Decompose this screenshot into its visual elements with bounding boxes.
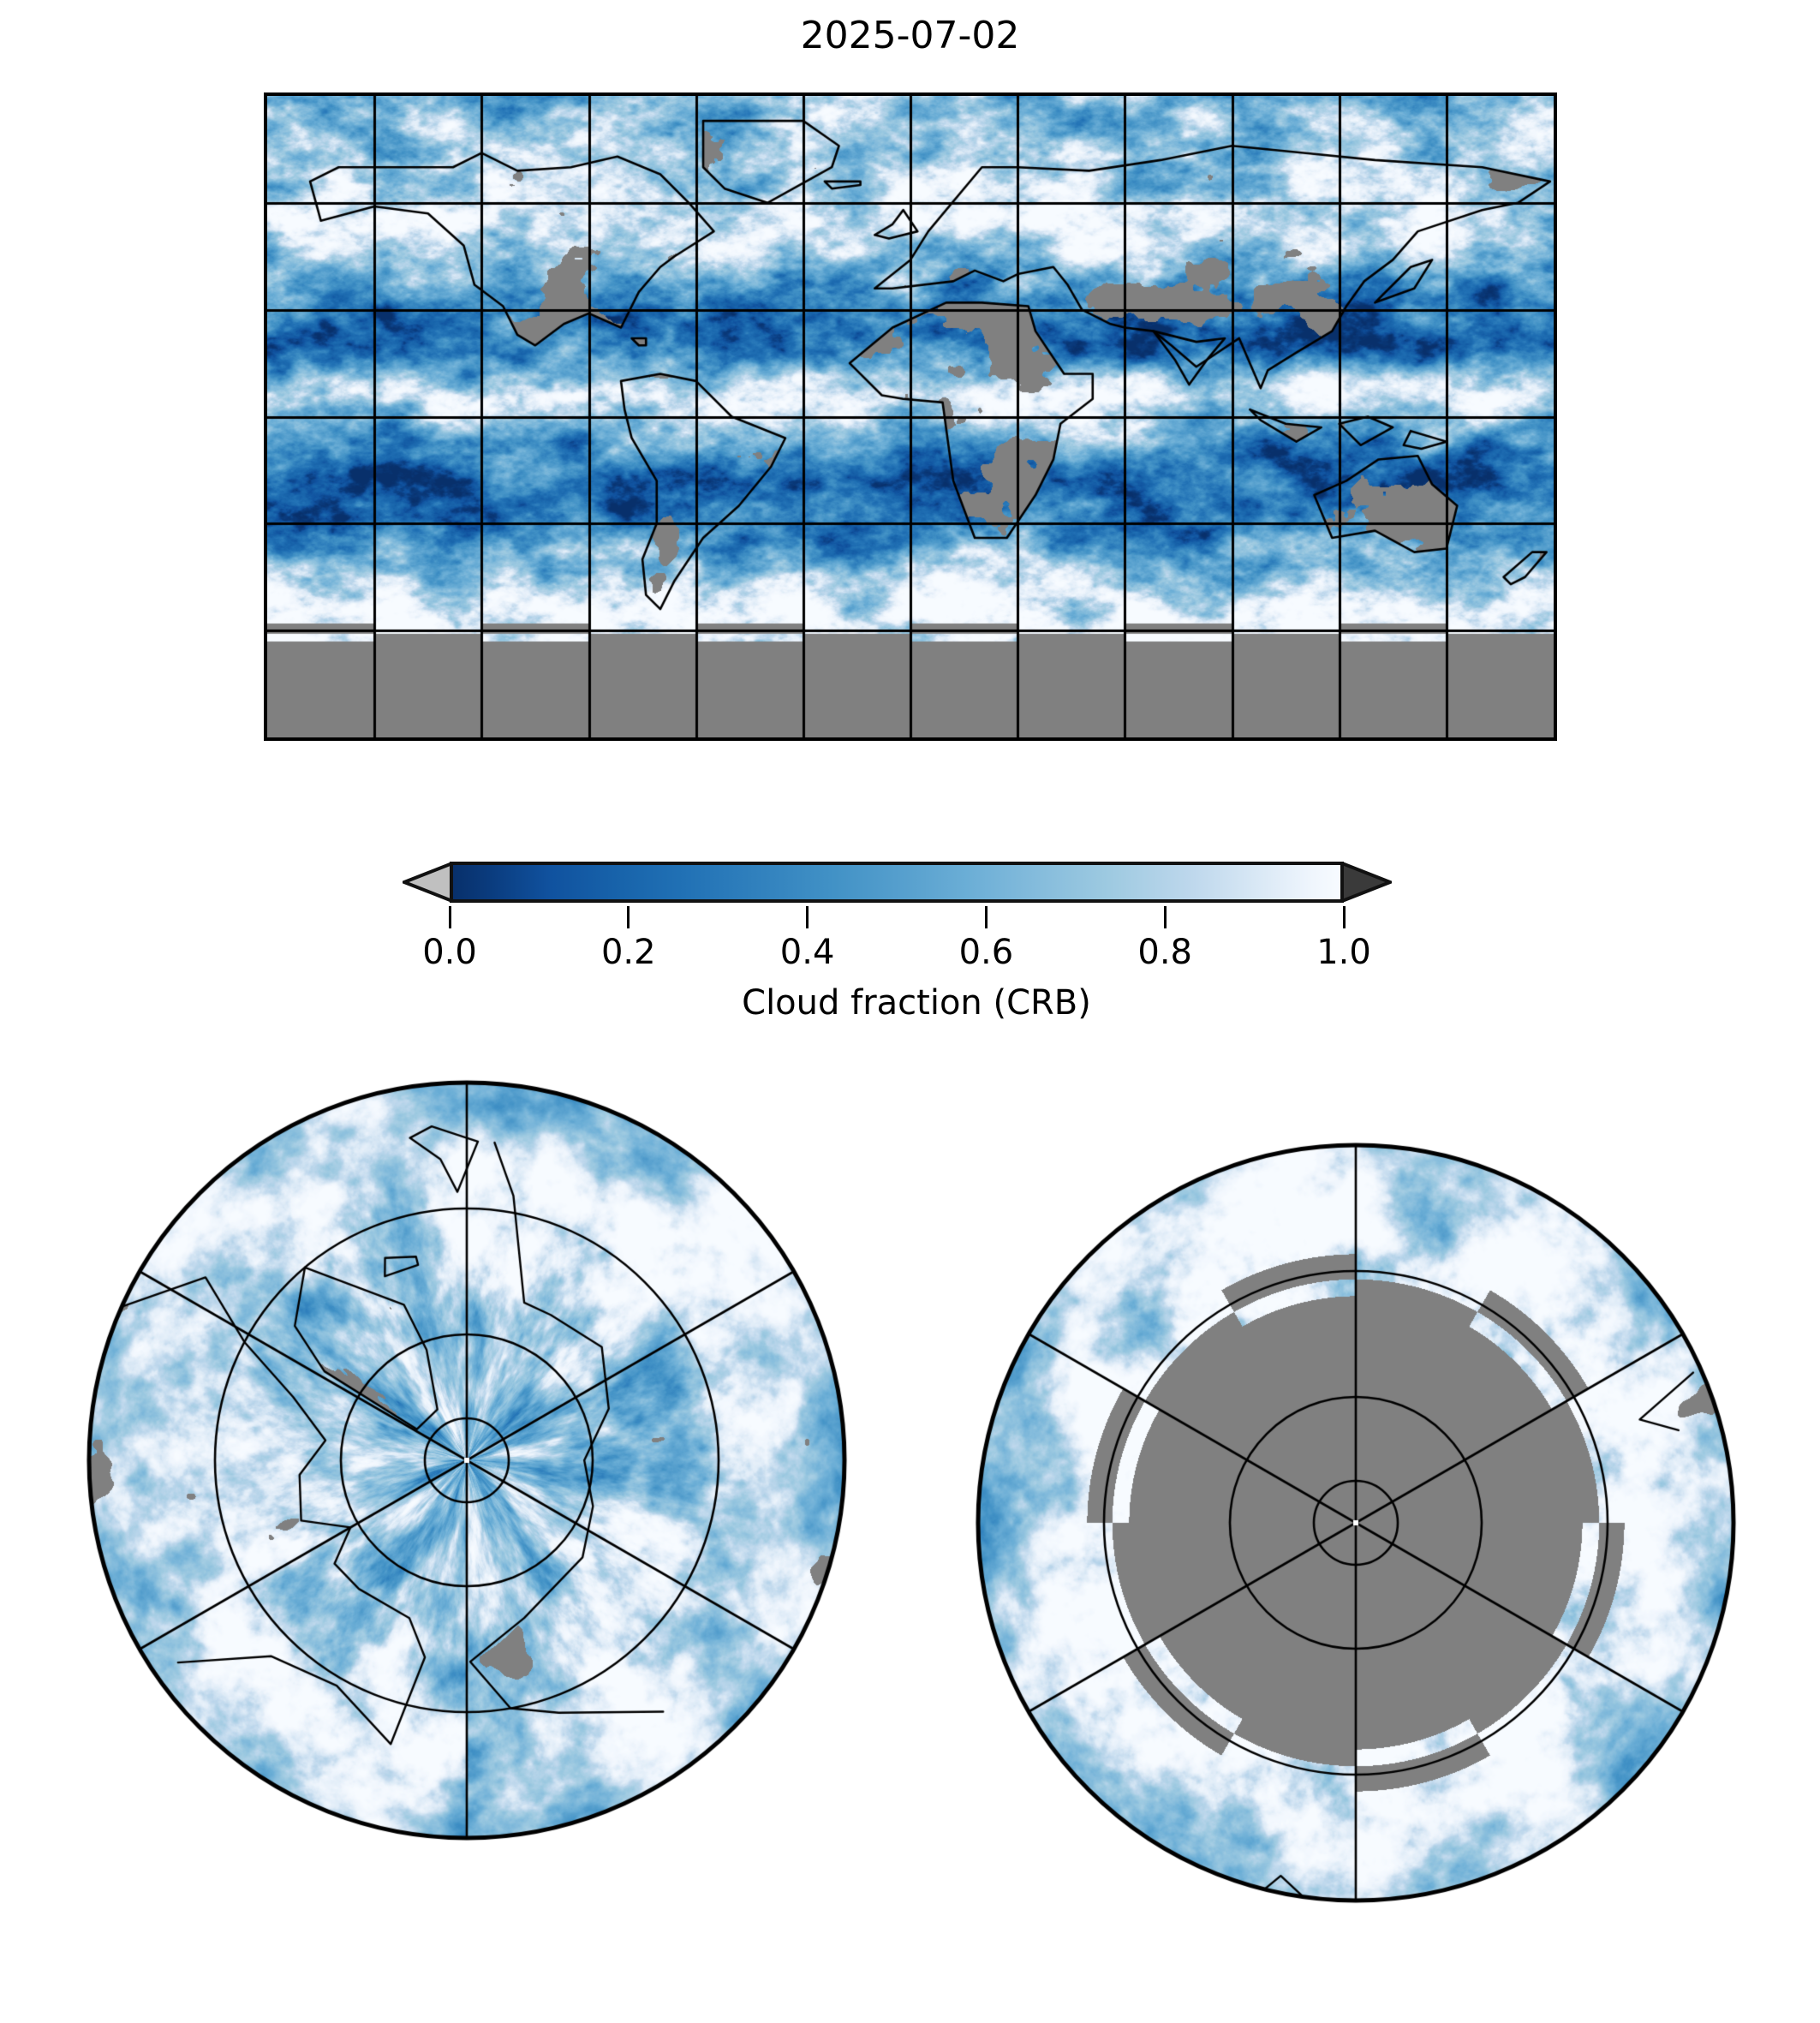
- north-polar-map-image: [84, 1077, 850, 1843]
- page-title: 2025-07-02: [800, 14, 1020, 57]
- colorbar-tick: [984, 906, 988, 928]
- colorbar-tick: [1342, 906, 1346, 928]
- colorbar-label: Cloud fraction (CRB): [742, 983, 1091, 1023]
- colorbar-tick: [627, 906, 630, 928]
- colorbar-tick-label: 0.8: [1137, 933, 1192, 972]
- colorbar-tick: [1163, 906, 1167, 928]
- colorbar-tick: [448, 906, 451, 928]
- south-polar-map-image: [973, 1140, 1739, 1906]
- colorbar-tick-label: 0.6: [958, 933, 1014, 972]
- global-map-image: [267, 96, 1554, 737]
- colorbar-tick-label: 0.4: [779, 933, 835, 972]
- colorbar-tick: [806, 906, 809, 928]
- colorbar: 0.0 0.2 0.4 0.6 0.8 1.0 Cloud fraction (CRB): [403, 856, 1430, 1028]
- south-polar-map-panel: [973, 1140, 1739, 1906]
- colorbar-tick-label: 0.0: [422, 933, 477, 972]
- colorbar-tick-label: 1.0: [1316, 933, 1371, 972]
- colorbar-under-arrow-icon: [403, 862, 452, 903]
- north-polar-map-panel: [84, 1077, 850, 1843]
- colorbar-tick-label: 0.2: [600, 933, 656, 972]
- global-map-panel: [264, 92, 1557, 741]
- colorbar-over-arrow-icon: [1342, 862, 1392, 903]
- colorbar-gradient: [450, 862, 1344, 903]
